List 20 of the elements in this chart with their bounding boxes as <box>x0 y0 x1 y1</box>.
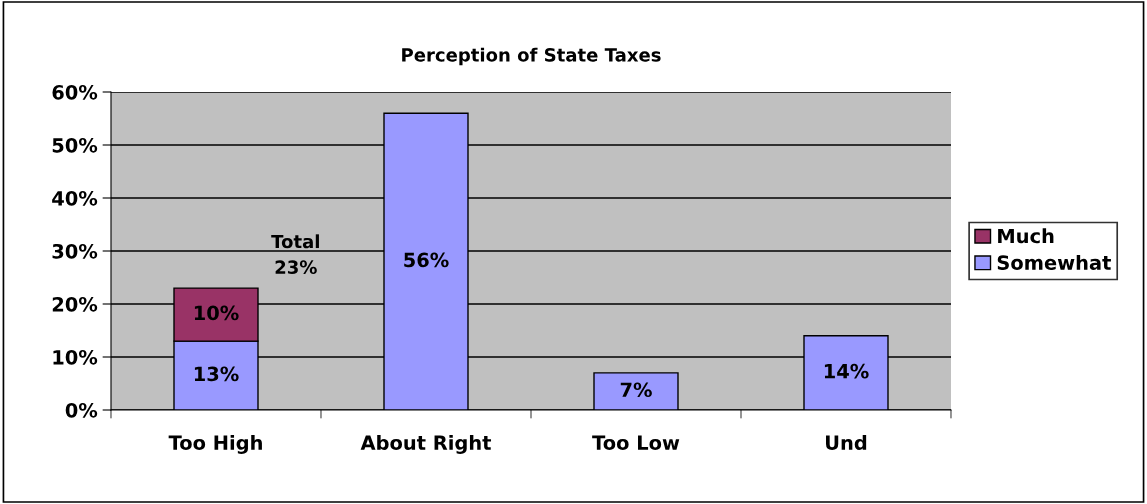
legend-label: Much <box>998 228 1054 244</box>
x-tick-label: Und <box>826 435 867 451</box>
total-label: Total 23% <box>271 234 319 274</box>
data-label: 56% <box>404 252 449 268</box>
x-tick-label: About Right <box>360 435 492 454</box>
data-label: 7% <box>620 382 652 398</box>
y-tick-label: 0% <box>65 402 98 418</box>
data-label: 14% <box>824 363 869 379</box>
y-tick-label: 50% <box>52 137 98 153</box>
y-tick-label: 30% <box>52 243 98 259</box>
legend-label: Somewhat <box>997 254 1111 270</box>
x-tick-label: Too Low <box>592 435 680 451</box>
chart-title: Perception of State Taxes <box>402 47 661 66</box>
x-tick-label: Too High <box>168 435 262 454</box>
data-label: 10% <box>194 305 239 321</box>
data-label: 13% <box>194 366 239 382</box>
y-tick-label: 40% <box>52 190 98 206</box>
y-tick-label: 10% <box>53 349 98 365</box>
y-tick-label: 60% <box>52 84 98 100</box>
y-tick-label: 20% <box>52 296 98 312</box>
